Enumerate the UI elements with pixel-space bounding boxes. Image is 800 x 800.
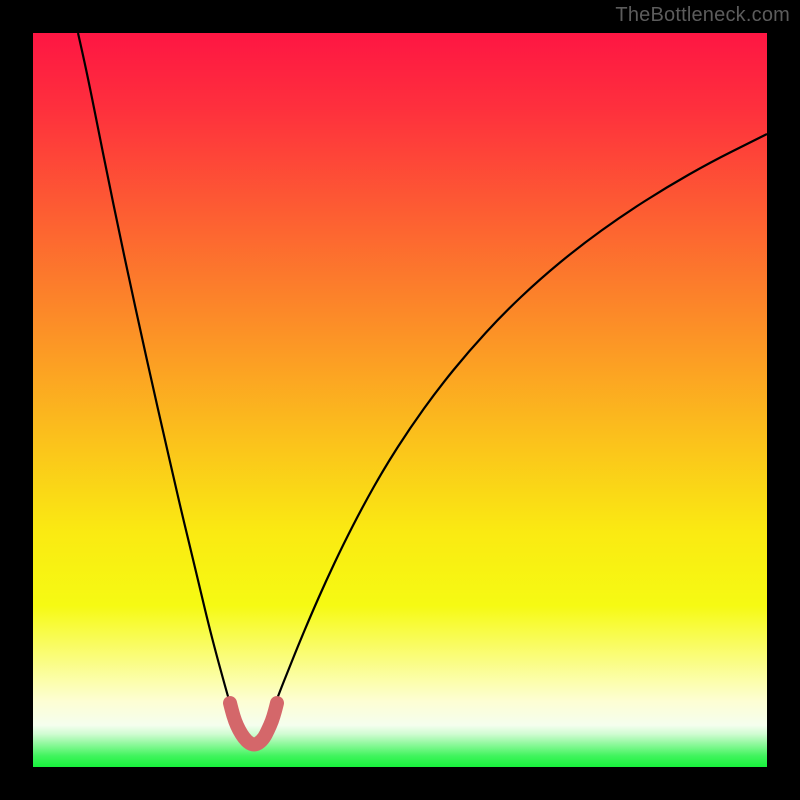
- chart-container: TheBottleneck.com: [0, 0, 800, 800]
- plot-area: [33, 33, 767, 767]
- chart-svg: [33, 33, 767, 767]
- gradient-background: [33, 33, 767, 767]
- watermark-text: TheBottleneck.com: [615, 4, 790, 27]
